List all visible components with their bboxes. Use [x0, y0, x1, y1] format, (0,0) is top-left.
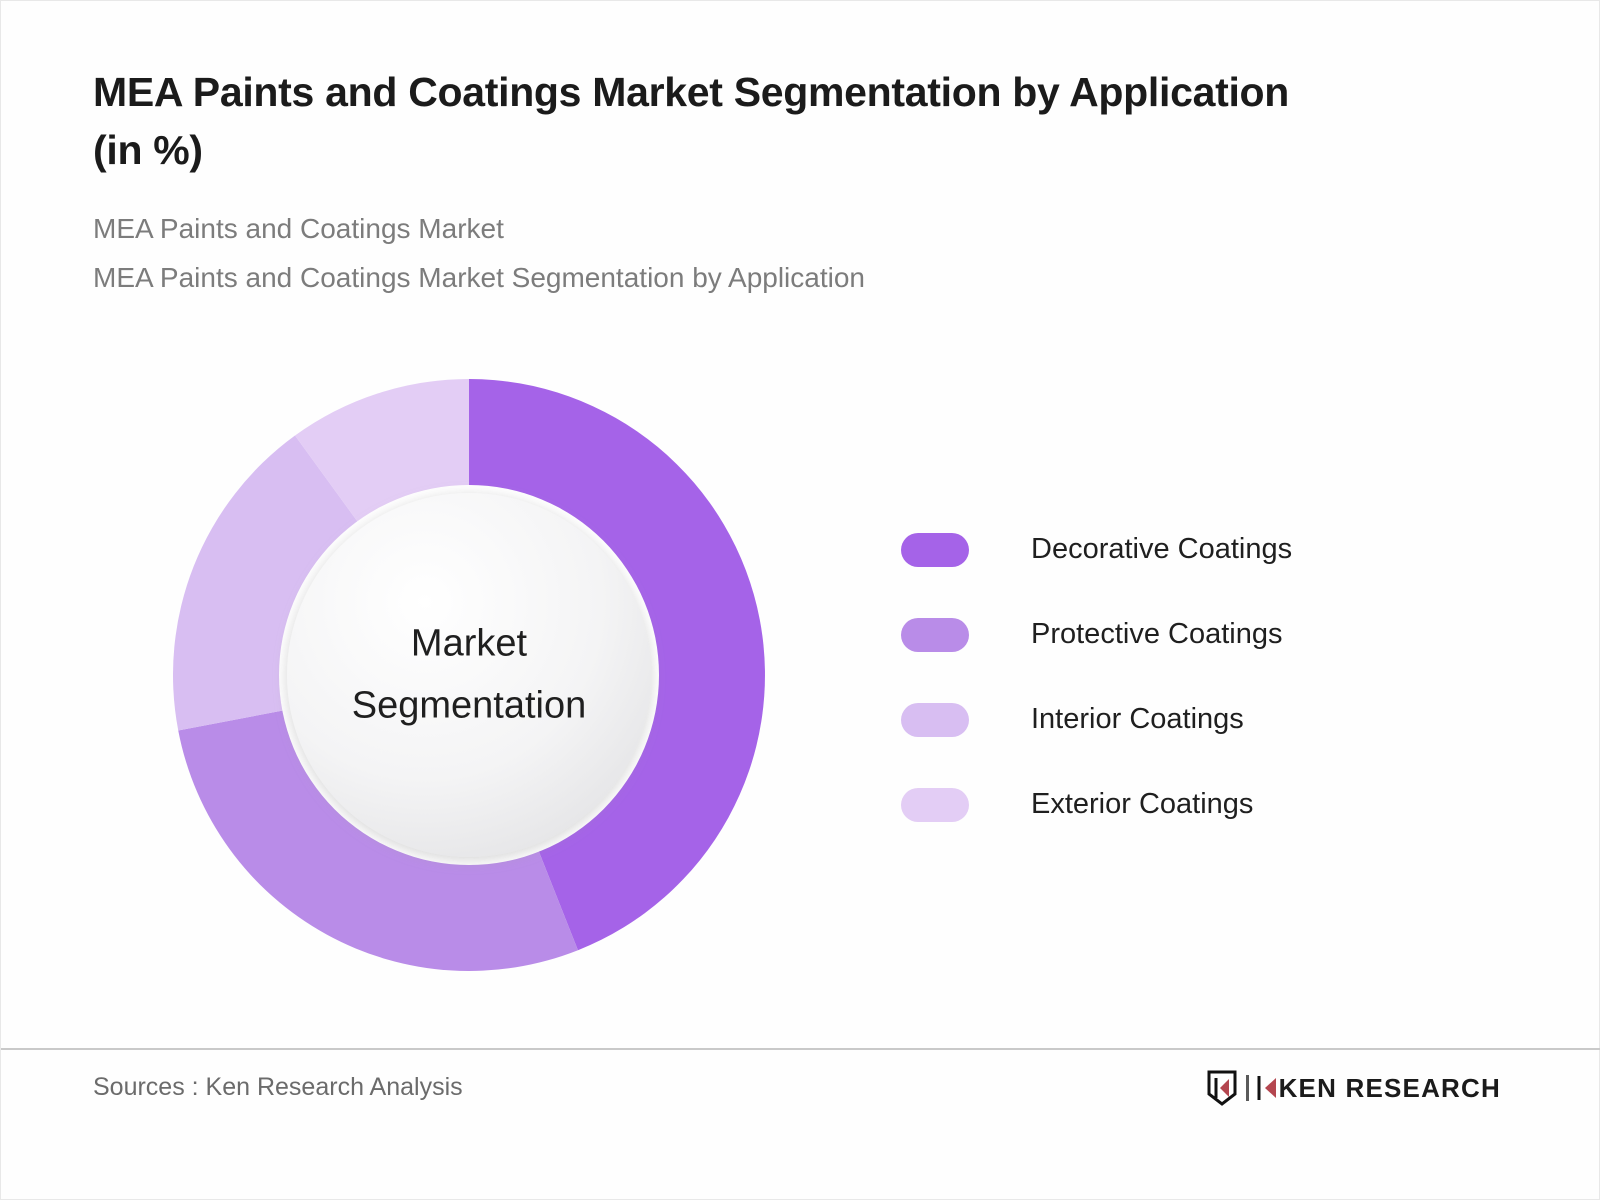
legend-item-decorative-coatings[interactable]: Decorative Coatings	[901, 507, 1421, 592]
subtitle-segmentation: MEA Paints and Coatings Market Segmentat…	[93, 262, 865, 294]
donut-hub	[287, 493, 651, 857]
legend-swatch-icon	[901, 702, 969, 737]
chart-footer: Sources : Ken Research Analysis KEN RESE…	[1, 1048, 1600, 1200]
subtitle-block: MEA Paints and Coatings Market MEA Paint…	[93, 205, 1383, 302]
chart-legend: Decorative Coatings Protective Coatings …	[901, 507, 1421, 847]
legend-label: Protective Coatings	[1031, 618, 1283, 650]
legend-item-protective-coatings[interactable]: Protective Coatings	[901, 592, 1421, 677]
shield-k-icon	[1207, 1070, 1237, 1106]
source-label: Sources : Ken Research Analysis	[93, 1073, 463, 1101]
donut-chart: Market Segmentation	[173, 379, 765, 971]
legend-swatch-icon	[901, 532, 969, 567]
legend-item-exterior-coatings[interactable]: Exterior Coatings	[901, 762, 1421, 847]
legend-label: Exterior Coatings	[1031, 788, 1254, 820]
chart-area: Market Segmentation Decorative Coatings …	[1, 331, 1600, 1031]
ken-research-logo: KEN RESEARCH	[1207, 1070, 1501, 1106]
brand-name: KEN RESEARCH	[1278, 1072, 1501, 1103]
logo-divider	[1245, 1075, 1249, 1101]
legend-item-interior-coatings[interactable]: Interior Coatings	[901, 677, 1421, 762]
page-title: MEA Paints and Coatings Market Segmentat…	[93, 69, 1290, 174]
chart-header: MEA Paints and Coatings Market Segmentat…	[93, 63, 1383, 303]
legend-swatch-icon	[901, 617, 969, 652]
donut-svg	[173, 379, 765, 971]
legend-swatch-icon	[901, 787, 969, 822]
footer-divider	[1, 1048, 1600, 1050]
subtitle-market: MEA Paints and Coatings Market	[93, 213, 504, 245]
k-arrow-icon	[1257, 1076, 1276, 1100]
legend-label: Decorative Coatings	[1031, 533, 1293, 565]
legend-label: Interior Coatings	[1031, 703, 1244, 735]
